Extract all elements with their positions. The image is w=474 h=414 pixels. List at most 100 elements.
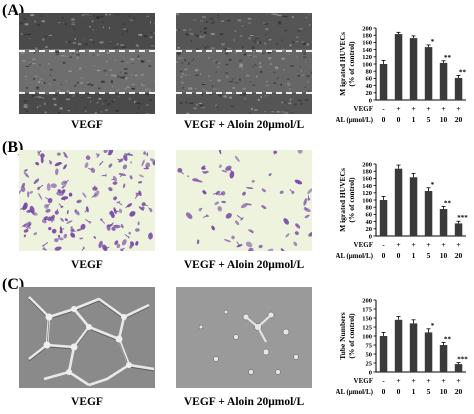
y-tick-label: 160 [362, 176, 372, 183]
texture-speck [254, 64, 257, 66]
texture-speck [306, 43, 309, 46]
y-axis-label: M igrated HUVECs(% of control) [338, 168, 356, 232]
texture-speck [23, 105, 28, 108]
texture-speck [86, 14, 90, 16]
texture-speck [177, 46, 180, 49]
texture-speck [241, 46, 244, 49]
texture-speck [199, 104, 204, 107]
texture-speck [188, 28, 192, 30]
cell-process [111, 178, 116, 181]
texture-speck [176, 61, 178, 63]
texture-speck [23, 100, 28, 102]
y-tick-label: 120 [362, 190, 372, 197]
y-tick-label: 20 [366, 226, 373, 233]
texture-speck [122, 56, 124, 59]
cell-process [62, 185, 66, 188]
bar [439, 209, 448, 236]
chart-b-svg: M igrated HUVECs(% of control)0204060801… [335, 161, 468, 260]
significance-label: ** [444, 335, 452, 343]
stained-cell [38, 192, 43, 200]
stained-cell [231, 235, 235, 240]
texture-speck [245, 74, 250, 77]
texture-speck [289, 88, 291, 90]
texture-speck [249, 54, 252, 57]
texture-speck [141, 83, 143, 87]
stained-cell [45, 208, 51, 213]
texture-speck [111, 81, 113, 84]
stained-cell [185, 212, 193, 219]
texture-speck [131, 63, 134, 65]
texture-speck [49, 51, 53, 53]
texture-speck [113, 47, 118, 49]
texture-speck [86, 82, 89, 84]
texture-speck [182, 86, 184, 89]
texture-speck [96, 53, 100, 56]
cell-process [304, 206, 308, 211]
texture-speck [249, 112, 251, 114]
texture-speck [243, 53, 247, 56]
stained-cell [266, 248, 274, 251]
texture-speck [153, 22, 155, 25]
texture-speck [100, 111, 104, 113]
stained-cell [280, 248, 285, 251]
texture-speck [281, 101, 285, 104]
texture-speck [28, 63, 31, 66]
stained-cell [50, 183, 57, 189]
vegf-value: + [411, 376, 415, 385]
cell-process [125, 204, 130, 208]
texture-speck [263, 22, 266, 24]
texture-speck [193, 107, 197, 110]
texture-speck [48, 34, 53, 36]
texture-speck [116, 43, 119, 46]
texture-speck [293, 103, 297, 106]
texture-speck [244, 22, 247, 24]
cell-process [81, 247, 85, 251]
cell-process [143, 203, 148, 207]
texture-speck [264, 42, 267, 45]
texture-speck [39, 78, 44, 80]
texture-speck [36, 86, 40, 89]
stained-cell [152, 161, 155, 166]
texture-speck [282, 15, 285, 17]
stained-cell [42, 248, 47, 251]
y-tick-label: 180 [362, 169, 372, 176]
cell-process [274, 152, 276, 155]
texture-speck [278, 23, 282, 25]
vegf-value: + [396, 104, 400, 113]
texture-speck [188, 74, 191, 76]
texture-speck [253, 109, 258, 111]
stained-cell [19, 189, 22, 196]
bar [379, 336, 388, 372]
texture-speck [96, 69, 99, 72]
texture-speck [87, 93, 91, 95]
texture-speck [278, 21, 281, 24]
texture-speck [72, 94, 75, 98]
texture-speck [76, 51, 78, 53]
stained-cell [129, 211, 136, 217]
stained-cell [273, 150, 278, 154]
bar [424, 191, 433, 236]
stained-cell [112, 175, 117, 182]
texture-speck [252, 55, 255, 58]
texture-speck [67, 96, 69, 98]
stained-cell [23, 171, 30, 178]
texture-speck [153, 32, 155, 34]
texture-speck [49, 68, 53, 71]
stained-cell [46, 183, 51, 191]
cell-process [64, 154, 66, 158]
texture-speck [148, 65, 151, 67]
stained-cell [218, 150, 222, 155]
texture-speck [91, 20, 94, 23]
texture-speck [218, 94, 222, 97]
texture-speck [71, 18, 75, 21]
texture-speck [46, 93, 50, 95]
texture-speck [243, 93, 247, 96]
texture-speck [71, 22, 75, 23]
texture-speck [80, 97, 83, 99]
texture-speck [208, 56, 210, 60]
vegf-value: - [382, 104, 385, 113]
texture-speck [36, 106, 39, 108]
row-label-vegf: VEGF [354, 105, 373, 113]
texture-speck [72, 52, 75, 56]
texture-speck [283, 69, 286, 71]
